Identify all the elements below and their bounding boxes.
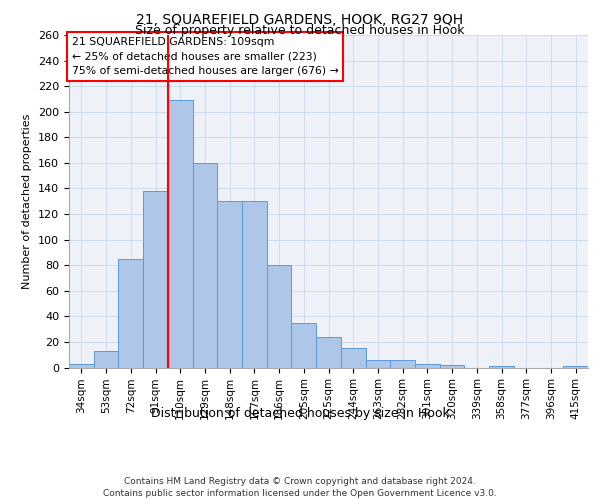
Bar	[217, 201, 242, 368]
Bar	[193, 163, 217, 368]
Text: Contains HM Land Registry data © Crown copyright and database right 2024.
Contai: Contains HM Land Registry data © Crown c…	[103, 476, 497, 498]
Bar	[316, 337, 341, 368]
Text: Size of property relative to detached houses in Hook: Size of property relative to detached ho…	[135, 24, 465, 37]
Text: 21 SQUAREFIELD GARDENS: 109sqm
← 25% of detached houses are smaller (223)
75% of: 21 SQUAREFIELD GARDENS: 109sqm ← 25% of …	[71, 36, 338, 76]
Bar	[118, 259, 143, 368]
Bar	[341, 348, 365, 368]
Bar	[390, 360, 415, 368]
Bar	[563, 366, 588, 368]
Bar	[365, 360, 390, 368]
Bar	[292, 322, 316, 368]
Bar	[440, 365, 464, 368]
Y-axis label: Number of detached properties: Number of detached properties	[22, 114, 32, 289]
Bar	[94, 351, 118, 368]
Bar	[242, 201, 267, 368]
Bar	[168, 100, 193, 367]
Bar	[415, 364, 440, 368]
Bar	[143, 191, 168, 368]
Bar	[69, 364, 94, 368]
Text: Distribution of detached houses by size in Hook: Distribution of detached houses by size …	[151, 408, 449, 420]
Bar	[489, 366, 514, 368]
Bar	[267, 265, 292, 368]
Text: 21, SQUAREFIELD GARDENS, HOOK, RG27 9QH: 21, SQUAREFIELD GARDENS, HOOK, RG27 9QH	[136, 12, 464, 26]
